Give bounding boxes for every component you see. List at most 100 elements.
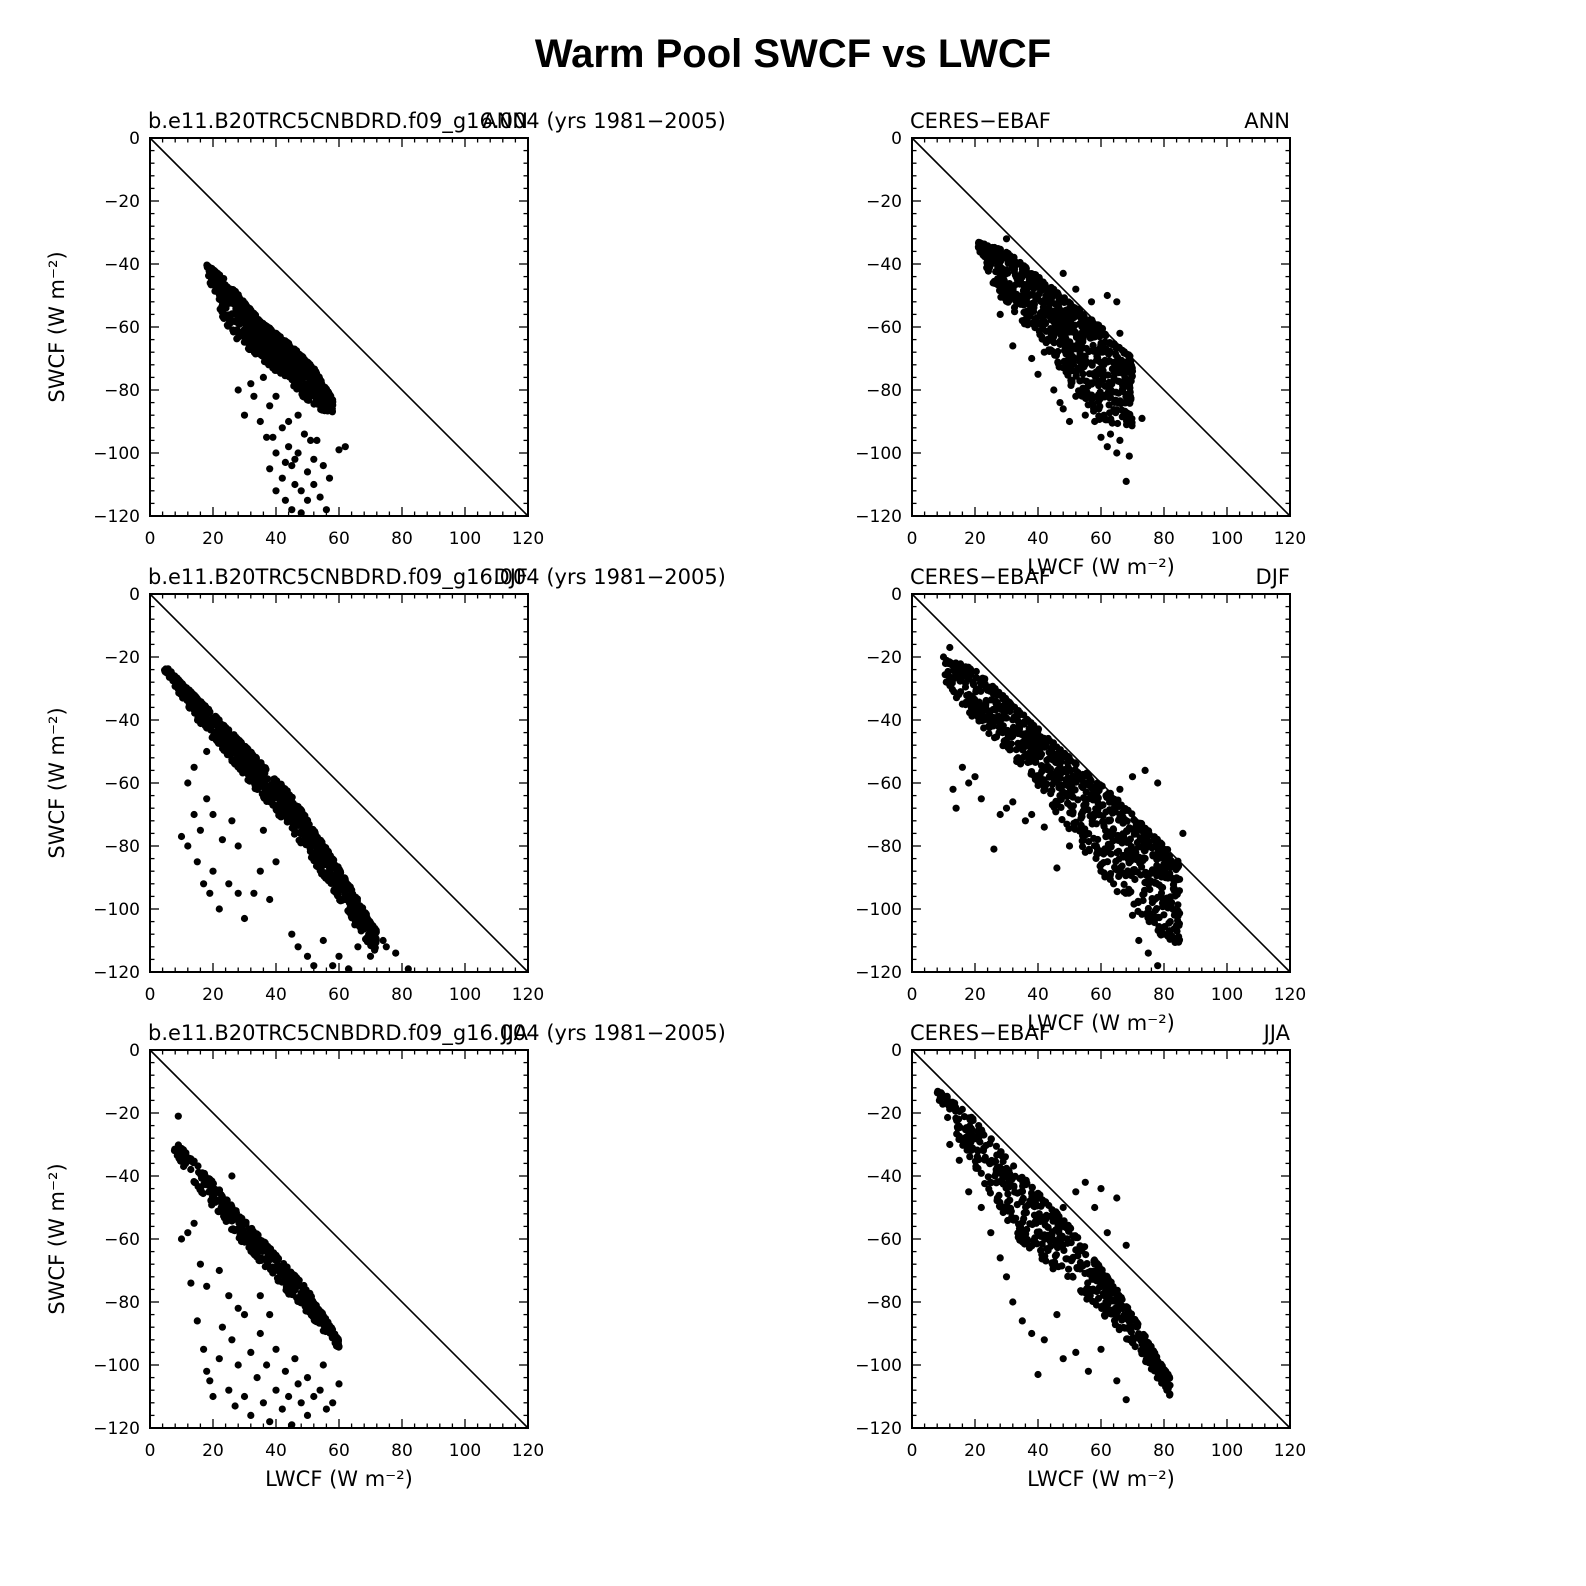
data-point [184,1229,192,1237]
data-point [1020,308,1028,316]
data-point [304,827,312,835]
data-point [1170,925,1178,933]
data-point [1053,743,1061,751]
data-point [994,275,1002,283]
data-point [1047,787,1055,795]
data-point [197,712,205,720]
data-point [984,265,993,273]
data-point [209,274,217,282]
data-point [985,729,993,738]
data-point [310,480,318,489]
data-point [246,330,254,338]
axis-ticks [149,137,529,517]
data-point [1125,837,1133,846]
data-point [1137,871,1145,879]
data-point [217,1191,225,1199]
data-point [307,368,315,376]
x-tick-label: 80 [391,1441,413,1461]
data-point [308,383,316,392]
y-tick-label: −40 [866,255,902,275]
data-point [310,962,318,970]
data-point [184,842,192,850]
data-point [965,779,973,787]
data-point [280,1267,288,1276]
x-tick-label: 80 [1153,529,1175,549]
data-point [1081,357,1089,366]
data-point [948,685,957,694]
x-tick-label: 0 [145,985,156,1005]
data-point [1113,888,1121,896]
data-point [1081,848,1089,856]
data-point [229,286,237,294]
data-point [1111,350,1120,358]
data-point [1092,854,1100,863]
data-point [1027,301,1035,309]
data-point [964,663,972,671]
data-point [233,326,241,334]
data-point [234,1361,242,1369]
data-point [1128,367,1137,375]
data-point [1130,900,1138,908]
data-point [1166,918,1174,926]
data-point [311,854,319,862]
data-point [329,401,337,409]
data-point [379,936,387,945]
data-point [1059,269,1067,277]
data-point [1110,880,1118,888]
y-axis-label: SWCF (W m⁻²) [45,251,69,402]
data-point [1065,417,1074,426]
y-tick-label: −100 [93,444,140,464]
data-point [327,856,335,864]
data-point [234,763,242,771]
data-point [1120,348,1128,356]
data-point [1050,319,1058,327]
data-point [1036,779,1044,787]
data-point [1145,918,1153,926]
data-point [329,962,337,970]
data-point [259,320,267,329]
data-point [273,806,281,814]
data-point [1128,372,1136,380]
data-point [290,813,298,822]
data-point [1109,358,1117,366]
data-point [253,785,262,794]
data-point [1155,881,1163,889]
data-point [219,289,227,298]
data-point [294,384,302,392]
data-point [288,930,296,938]
data-point [1047,325,1055,333]
data-point [234,842,242,850]
data-point [1125,393,1133,401]
data-point [1128,422,1136,430]
data-point [1009,798,1017,806]
data-point [1060,357,1068,365]
data-point [1082,831,1090,839]
data-point [1114,377,1122,385]
data-point [208,721,216,730]
data-point [303,816,311,824]
data-point [269,1269,277,1277]
data-point [1097,433,1105,441]
x-tick-label: 120 [512,1441,544,1461]
data-point [313,834,321,843]
data-point [1076,320,1084,328]
data-points [939,643,1187,970]
data-point [317,404,325,412]
data-point [1030,724,1038,732]
data-point [288,506,296,514]
panel-left-title: CERES−EBAF [910,565,1051,589]
data-point [1087,359,1095,367]
scatter-panel-4: 0 20 40 60 80 100 120 0 −20 −40 −60 −80 −100 −120 CERE… [855,565,1306,1035]
data-point [1053,301,1061,309]
data-point [1012,258,1020,266]
y-tick-label: −120 [93,1419,140,1439]
data-point [1144,949,1152,957]
y-tick-label: −80 [104,381,140,401]
x-tick-label: 100 [449,1441,481,1461]
data-point [303,468,312,476]
data-point [322,506,330,514]
data-point [1170,887,1178,895]
data-point [279,337,287,345]
data-point [1034,370,1042,378]
